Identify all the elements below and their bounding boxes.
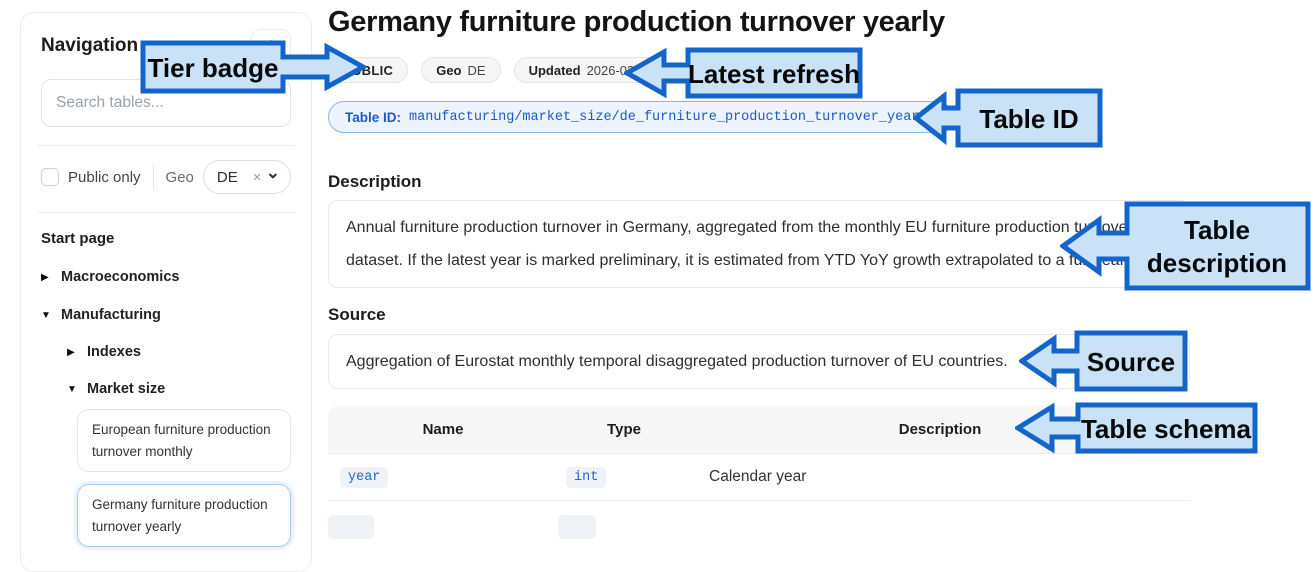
tree-collapsed-icon: ▶	[67, 346, 75, 358]
table-id-label: Table ID:	[345, 109, 402, 125]
callout-arrow-left	[913, 88, 1103, 148]
annotation-text: Table	[1184, 215, 1250, 245]
annotation-table-description: Table description	[1060, 201, 1311, 291]
column-type-chip: int	[566, 466, 607, 488]
table-id-value: manufacturing/market_size/de_furniture_p…	[409, 109, 936, 125]
description-heading: Description	[328, 172, 422, 191]
callout-arrow-right	[140, 40, 366, 94]
description-box: Annual furniture production turnover in …	[328, 200, 1190, 288]
geo-filter-label: Geo	[165, 168, 194, 186]
public-only-label: Public only	[68, 168, 141, 186]
geo-select[interactable]: DE ✕ ⌄	[202, 160, 291, 194]
page-title: Germany furniture production turnover ye…	[328, 6, 945, 38]
sidebar-item-start-page[interactable]: Start page	[41, 230, 115, 247]
sidebar-title: Navigation	[41, 35, 139, 56]
column-name-chip	[328, 515, 374, 539]
table-card-germany-furniture-yearly[interactable]: Germany furniture production turnover ye…	[77, 484, 291, 548]
chevron-down-icon: ⌄	[265, 163, 280, 182]
navigation-sidebar: Navigation ⌃ Public only Geo DE ✕ ⌄ Star…	[20, 12, 312, 572]
annotation-text: Source	[1087, 347, 1175, 377]
table-row: year int Calendar year	[328, 454, 1190, 501]
column-description-cell: Calendar year	[709, 468, 807, 485]
callout-arrow-left	[1015, 402, 1258, 454]
tree-item-manufacturing[interactable]: ▼ Manufacturing	[41, 307, 291, 323]
tree-item-market-size[interactable]: ▼ Market size	[67, 381, 291, 397]
table-row-partial	[328, 515, 1190, 544]
table-card-european-furniture-monthly[interactable]: European furniture production turnover m…	[77, 409, 291, 473]
clear-icon[interactable]: ✕	[252, 171, 262, 184]
tree-item-label: Indexes	[87, 344, 141, 360]
tree-expanded-icon: ▼	[67, 383, 77, 395]
annotation-text: Tier badge	[147, 53, 278, 83]
annotation-latest-refresh: Latest refresh	[624, 47, 863, 99]
annotation-text: Latest refresh	[688, 59, 860, 89]
callout-arrow-left	[1019, 330, 1188, 392]
geo-badge-label: Geo	[436, 62, 462, 78]
badge-row: PUBLIC Geo DE Updated 2026-03-16	[328, 57, 669, 83]
schema-col-name: Name	[422, 421, 464, 438]
public-only-checkbox[interactable]	[41, 168, 59, 186]
tree-item-indexes[interactable]: ▶ Indexes	[67, 344, 291, 360]
divider	[37, 145, 295, 146]
table-id-pill: Table ID: manufacturing/market_size/de_f…	[328, 101, 953, 133]
annotation-source: Source	[1019, 330, 1188, 392]
tree-item-label: Macroeconomics	[61, 269, 180, 285]
divider	[37, 212, 295, 213]
updated-badge-label: Updated	[528, 62, 581, 78]
tree-item-label: Manufacturing	[61, 307, 161, 323]
schema-col-type: Type	[607, 421, 641, 438]
annotation-table-schema: Table schema	[1015, 402, 1258, 454]
schema-col-description: Description	[898, 421, 982, 438]
annotation-text: description	[1147, 248, 1287, 278]
tree-expanded-icon: ▼	[41, 309, 51, 321]
tree-item-label: Market size	[87, 381, 166, 397]
annotation-text: Table schema	[1081, 414, 1252, 444]
column-type-chip	[558, 515, 596, 539]
tree-collapsed-icon: ▶	[41, 271, 49, 283]
geo-badge: Geo DE	[421, 57, 501, 83]
annotation-table-id: Table ID	[913, 88, 1103, 148]
column-name-chip: year	[340, 466, 389, 488]
callout-arrow-left	[624, 47, 863, 99]
filter-row: Public only Geo DE ✕ ⌄	[41, 160, 291, 194]
geo-badge-value: DE	[467, 62, 486, 78]
divider	[152, 164, 154, 190]
callout-arrow-left	[1060, 201, 1311, 291]
source-heading: Source	[328, 305, 386, 324]
annotation-text: Table ID	[979, 104, 1078, 134]
geo-selected-value: DE	[216, 168, 238, 186]
tree-item-macroeconomics[interactable]: ▶ Macroeconomics	[41, 269, 291, 285]
annotation-tier-badge: Tier badge	[140, 40, 366, 94]
